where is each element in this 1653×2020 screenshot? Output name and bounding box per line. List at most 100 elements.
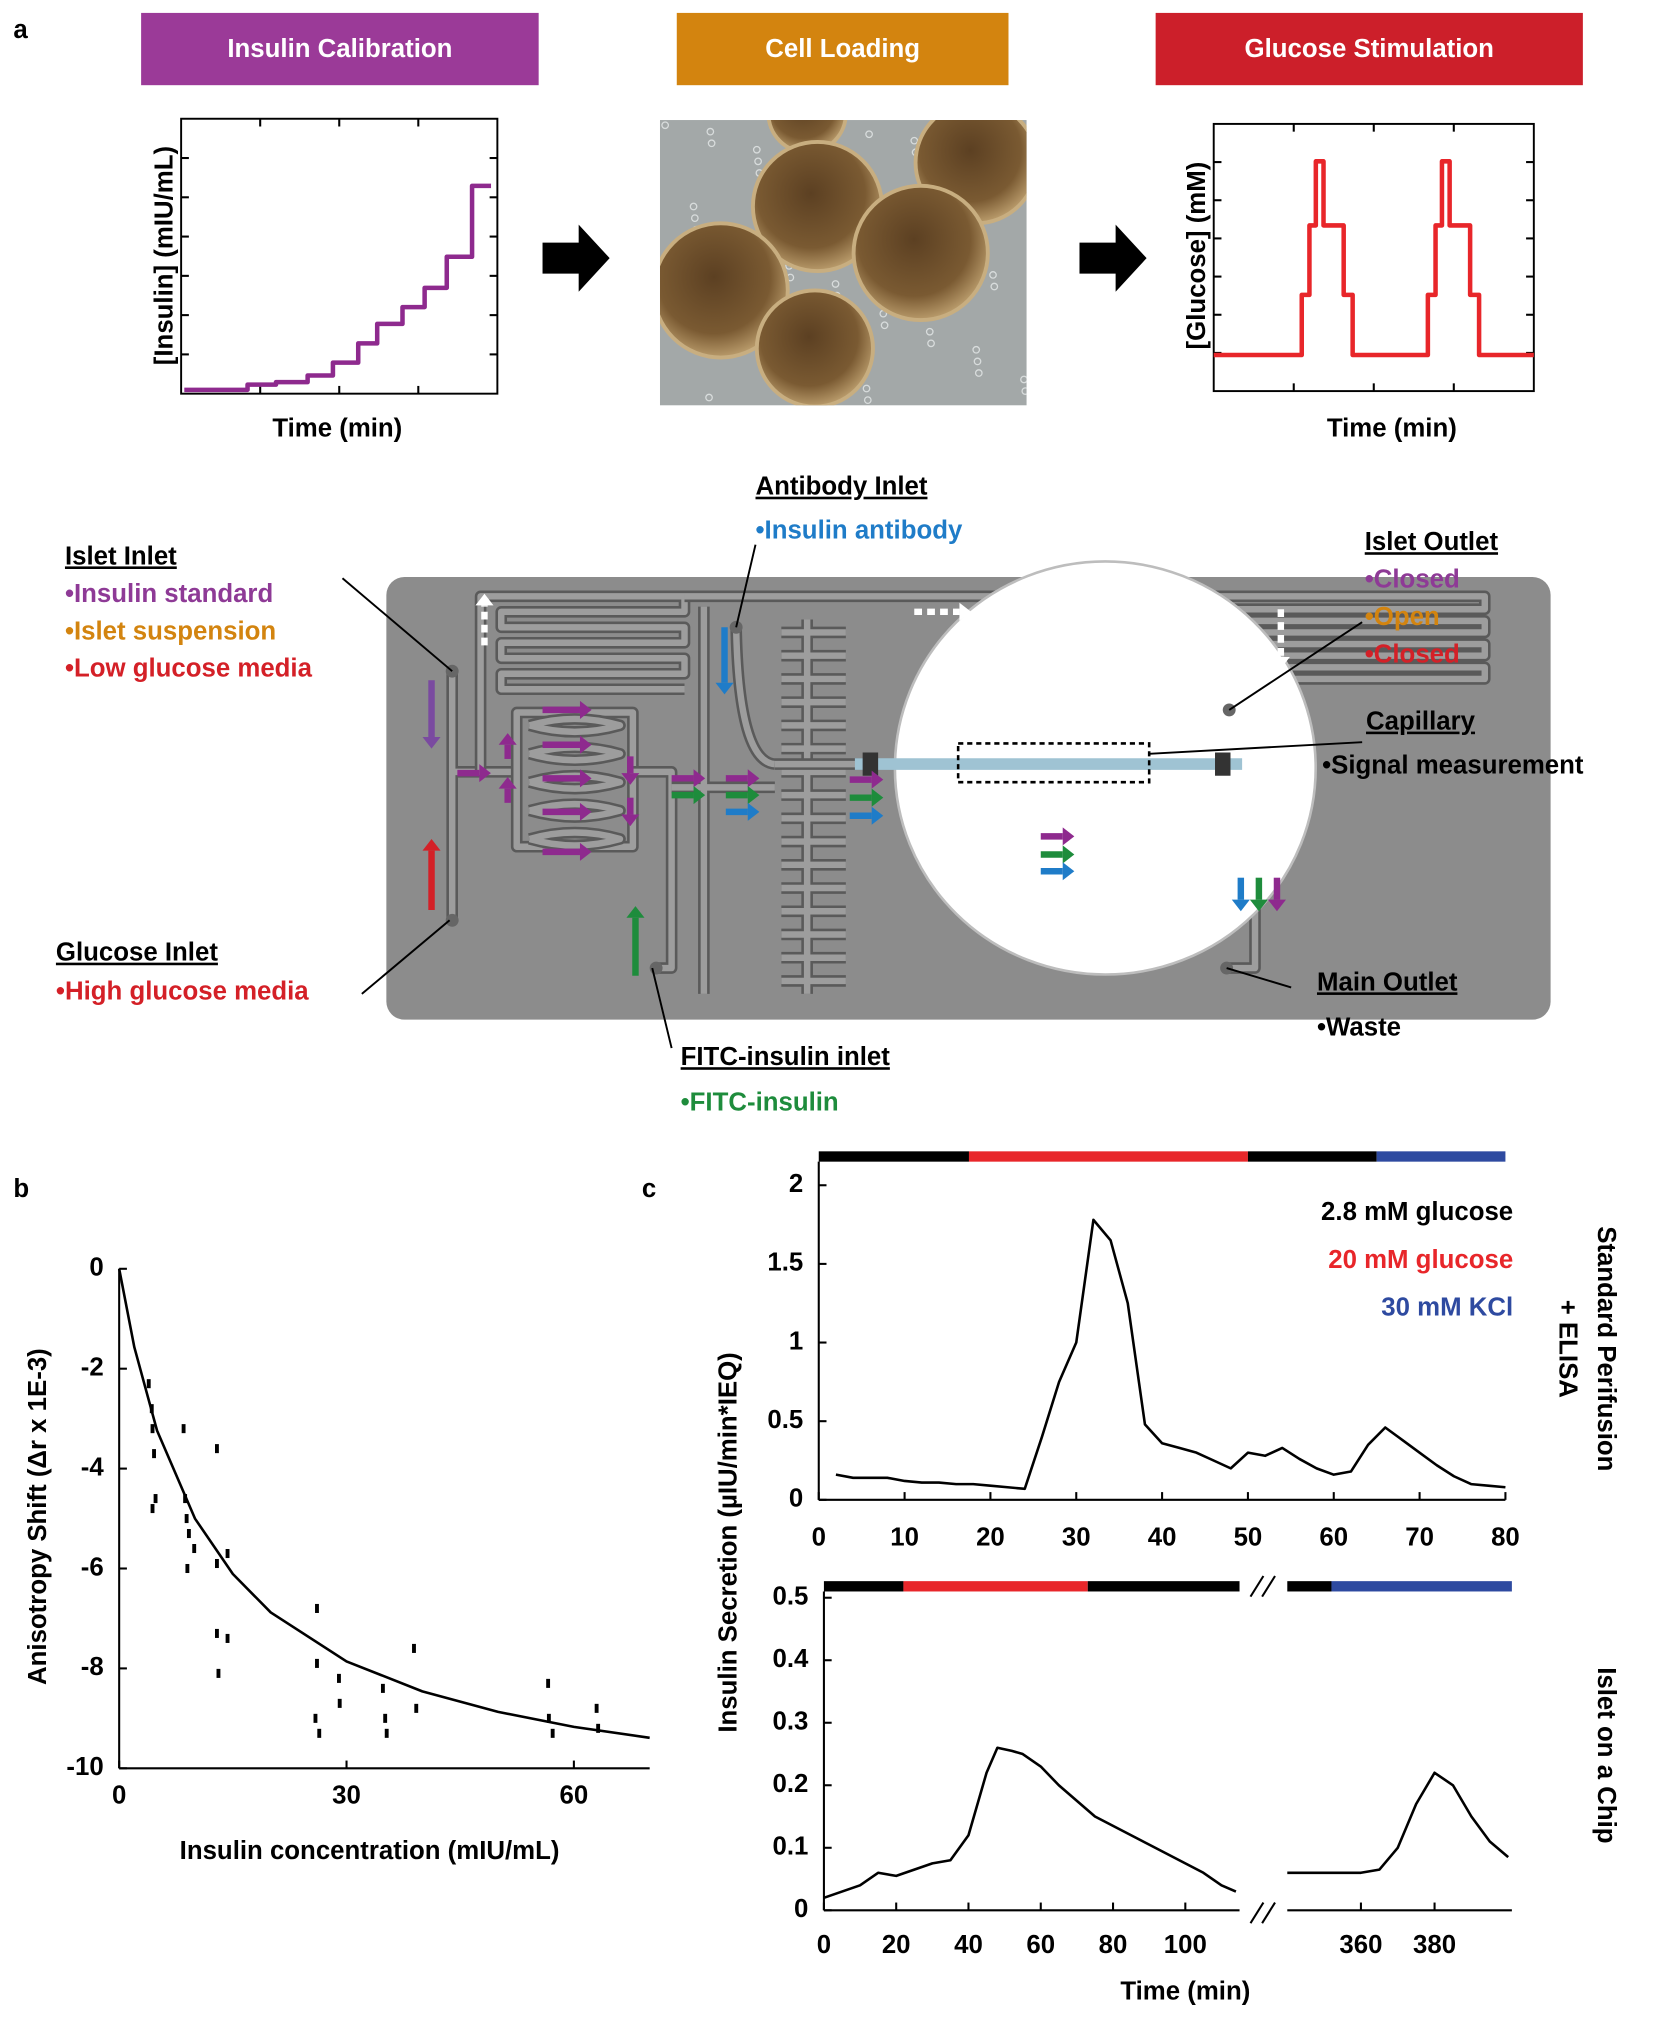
data-point [153, 1494, 158, 1504]
flow-arrow-head [1267, 899, 1287, 912]
flow-arrow-head [579, 769, 592, 788]
port [445, 913, 459, 927]
debris [863, 396, 872, 404]
flow-arrow-head [422, 838, 441, 851]
y-tick-label: 0 [794, 1895, 808, 1923]
channel [528, 744, 624, 764]
x-tick-label: 30 [1062, 1523, 1091, 1551]
flow-arrow-head [715, 682, 734, 695]
chip-label-title: Capillary [1366, 708, 1476, 736]
condition-bar [968, 1151, 1248, 1162]
data-point [216, 1668, 221, 1678]
data-point [337, 1698, 342, 1708]
condition-bar [1287, 1581, 1332, 1592]
data-point [192, 1544, 197, 1554]
port [649, 961, 663, 975]
leader-line [341, 577, 453, 672]
flow-arrow-head [579, 700, 592, 719]
data-point [594, 1703, 599, 1713]
chip-label-item: •Insulin standard [65, 580, 273, 608]
channel [528, 800, 624, 821]
condition-bar [1247, 1151, 1377, 1162]
y-tick-label: -2 [81, 1354, 104, 1382]
channel [632, 768, 675, 972]
x-axis-label: Time (min) [272, 415, 402, 443]
data-point [184, 1514, 189, 1524]
plot-frame [1212, 122, 1535, 393]
y-tick-label: 1.5 [767, 1249, 803, 1277]
x-tick-label: 40 [1148, 1523, 1177, 1551]
legend-entry: 30 mM KCl [1381, 1294, 1513, 1322]
flow-arrow-head [579, 735, 592, 754]
chip-label-title: Antibody Inlet [756, 473, 928, 501]
x-tick-label: 20 [882, 1931, 911, 1959]
y-tick-label: -6 [81, 1553, 104, 1581]
leader-line [1226, 967, 1292, 989]
debris [974, 369, 983, 377]
debris [752, 145, 761, 154]
y-tick-label: 1 [789, 1327, 803, 1355]
channel [781, 619, 846, 994]
y-tick-label: 0.3 [773, 1708, 809, 1736]
condition-bar [1331, 1581, 1512, 1592]
measurement-window [956, 742, 1151, 784]
data-point [380, 1683, 385, 1693]
islet [659, 221, 790, 360]
data-point [550, 1728, 555, 1738]
flow-arrow-head [1271, 656, 1290, 669]
data-point [313, 1713, 318, 1723]
step-title: Cell Loading [765, 35, 920, 63]
data-point [596, 1723, 601, 1733]
flow-arrow-head [621, 814, 640, 827]
data-point [150, 1424, 155, 1434]
step-box [676, 12, 1009, 86]
y-axis-label: [Insulin] (mIU/mL) [150, 146, 178, 365]
x-tick-label: 100 [1164, 1931, 1207, 1959]
x-axis-label: Time (min) [1120, 1978, 1250, 2006]
chip-label-item: •High glucose media [56, 977, 309, 1005]
port [1220, 961, 1234, 975]
flow-arrow-head [693, 769, 706, 788]
data-line [184, 183, 492, 393]
y-tick-label: 0 [89, 1254, 103, 1282]
data-line [1213, 159, 1534, 358]
flow-arrow-head [747, 786, 760, 805]
data-point [383, 1713, 388, 1723]
x-tick-label: 380 [1413, 1931, 1456, 1959]
chip-label-item: •Low glucose media [65, 655, 313, 683]
data-line [1287, 1771, 1510, 1875]
flow-arrow-head [475, 593, 494, 606]
data-point [225, 1633, 230, 1643]
flow-arrow-head [479, 764, 491, 783]
leader-line [1149, 741, 1363, 755]
flow-arrow-head [871, 770, 884, 789]
flow-arrow-head [1249, 899, 1268, 912]
islet [767, 120, 848, 155]
axis-break [1249, 1575, 1265, 1598]
data-point [384, 1728, 389, 1738]
chip-label-title: FITC-insulin inlet [681, 1043, 891, 1071]
y-axis-label: Insulin Secretion (µIU/min*IEQ) [715, 1352, 743, 1732]
debris [1021, 387, 1027, 395]
step-box [1155, 12, 1583, 86]
debris [831, 280, 840, 288]
data-point [150, 1504, 155, 1514]
chip-label-title: Glucose Inlet [56, 939, 218, 967]
condition-bar [903, 1581, 1088, 1592]
chip-label-title: Islet Inlet [65, 542, 177, 570]
chip-label-item: •Waste [1317, 1014, 1401, 1042]
y-tick-label: 0.5 [773, 1583, 809, 1611]
data-line [823, 1746, 1237, 1900]
x-tick-label: 20 [976, 1523, 1005, 1551]
islet [851, 183, 990, 323]
data-point [215, 1558, 219, 1569]
chip-label-item: •Closed [1365, 641, 1460, 669]
data-point [546, 1713, 551, 1723]
debris [865, 130, 873, 139]
data-point [315, 1658, 319, 1668]
leader-line [651, 967, 673, 1049]
debris [705, 393, 713, 402]
step-title: Insulin Calibration [227, 35, 452, 63]
side-label: Standard Perifusion [1592, 1226, 1620, 1471]
y-tick-label: -8 [81, 1653, 104, 1681]
